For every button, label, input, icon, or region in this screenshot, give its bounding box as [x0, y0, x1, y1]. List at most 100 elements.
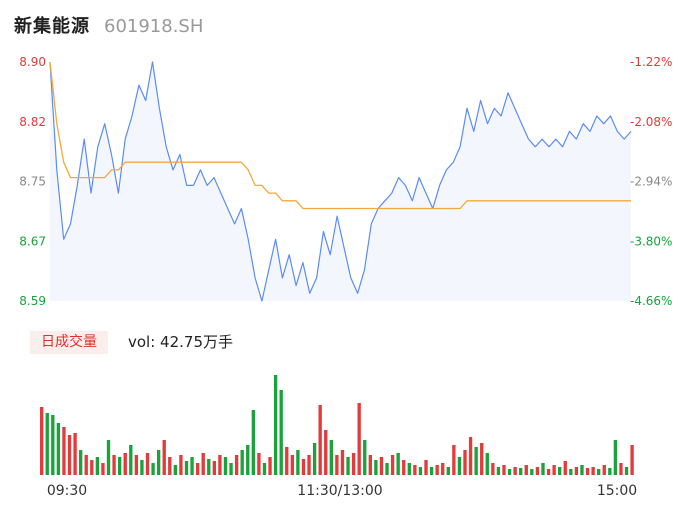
volume-bar	[168, 457, 172, 475]
volume-bar	[535, 467, 540, 475]
volume-bar	[619, 463, 623, 475]
volume-bar	[424, 460, 428, 475]
volume-bar	[379, 457, 384, 475]
left-axis: 8.90 8.82 8.75 8.67 8.59	[19, 55, 46, 308]
volume-bar	[162, 440, 166, 475]
volume-bar	[218, 455, 222, 475]
volume-bar	[452, 445, 456, 475]
y-tick-left: 8.75	[19, 175, 46, 189]
volume-bar	[234, 455, 239, 475]
y-tick-right: -2.08%	[630, 115, 672, 129]
volume-bar	[569, 469, 573, 475]
volume-bar	[179, 455, 183, 475]
y-tick-right: -3.80%	[630, 234, 672, 248]
volume-bar	[184, 461, 189, 475]
volume-bars	[40, 375, 634, 475]
volume-bar	[67, 435, 72, 475]
volume-bar	[519, 468, 523, 475]
volume-bar	[468, 437, 473, 475]
volume-bar	[396, 453, 400, 475]
x-axis: 09:30 11:30/13:00 15:00	[47, 483, 637, 499]
volume-bar	[78, 450, 83, 475]
volume-bar	[285, 447, 289, 475]
volume-bar	[385, 463, 389, 475]
volume-bar	[480, 443, 484, 475]
volume-bar	[474, 447, 478, 475]
volume-bar	[190, 457, 194, 475]
volume-bar	[441, 463, 445, 475]
volume-bar	[40, 407, 44, 475]
volume-bar	[129, 445, 133, 475]
volume-bar	[496, 467, 501, 475]
volume-bar	[624, 467, 629, 475]
volume-bar	[591, 467, 595, 475]
right-axis: -1.22% -2.08% -2.94% -3.80% -4.66%	[630, 55, 672, 308]
volume-bar	[140, 460, 144, 475]
plot-lines	[49, 61, 632, 302]
volume-bar	[491, 463, 495, 475]
volume-bar	[407, 463, 411, 475]
volume-bar	[95, 457, 100, 475]
volume-bar	[418, 467, 423, 475]
volume-bar	[335, 455, 339, 475]
volume-bar	[101, 463, 105, 475]
volume-bar	[45, 413, 49, 475]
x-tick: 09:30	[47, 483, 87, 499]
volume-bar	[357, 403, 361, 475]
line-layer	[49, 61, 632, 302]
volume-bar	[134, 455, 139, 475]
volume-bar	[574, 467, 579, 475]
volume-bar	[156, 450, 161, 475]
x-tick: 15:00	[597, 483, 637, 499]
stock-code: 601918.SH	[104, 16, 204, 37]
volume-bar	[246, 445, 250, 475]
volume-bar	[374, 460, 378, 475]
volume-bar	[558, 467, 562, 475]
volume-bar	[368, 455, 372, 475]
volume-bar	[613, 440, 618, 475]
volume-label: vol: 42.75万手	[128, 333, 233, 351]
volume-bar	[513, 467, 517, 475]
y-tick-left: 8.90	[19, 55, 46, 69]
volume-bar	[346, 457, 350, 475]
volume-bar	[207, 459, 211, 475]
volume-bar	[463, 450, 467, 475]
y-tick-left: 8.67	[19, 234, 46, 248]
volume-bar	[585, 468, 590, 475]
volume-bar	[363, 440, 367, 475]
price-area-layer	[50, 62, 631, 301]
volume-bar	[507, 469, 512, 475]
volume-bar	[145, 453, 150, 475]
y-tick-right: -2.94%	[630, 175, 672, 189]
volume-bar	[312, 443, 317, 475]
volume-bar	[84, 455, 88, 475]
volume-bar	[117, 457, 122, 475]
volume-bar	[262, 463, 267, 475]
volume-bar	[552, 465, 556, 475]
volume-bar	[173, 465, 178, 475]
volume-bar	[608, 468, 612, 475]
volume-bar	[62, 427, 66, 475]
volume-tag: 日成交量	[30, 331, 108, 354]
chart-header: 新集能源 601918.SH	[14, 12, 203, 40]
volume-bar	[56, 423, 61, 475]
volume-bar	[630, 445, 634, 475]
volume-bar	[602, 465, 606, 475]
volume-bar	[123, 453, 127, 475]
volume-bar	[485, 453, 489, 475]
volume-bar	[429, 467, 434, 475]
volume-bar	[351, 453, 356, 475]
volume-bar	[580, 465, 584, 475]
volume-bar	[402, 460, 406, 475]
volume-bar	[597, 469, 601, 475]
volume-bar	[446, 467, 450, 475]
volume-bar	[329, 440, 333, 475]
volume-bar	[340, 450, 345, 475]
volume-bar	[435, 465, 439, 475]
volume-bar	[112, 455, 116, 475]
plot-area	[50, 62, 631, 301]
volume-bar	[457, 457, 462, 475]
volume-bar	[257, 453, 261, 475]
volume-bar	[223, 457, 228, 475]
